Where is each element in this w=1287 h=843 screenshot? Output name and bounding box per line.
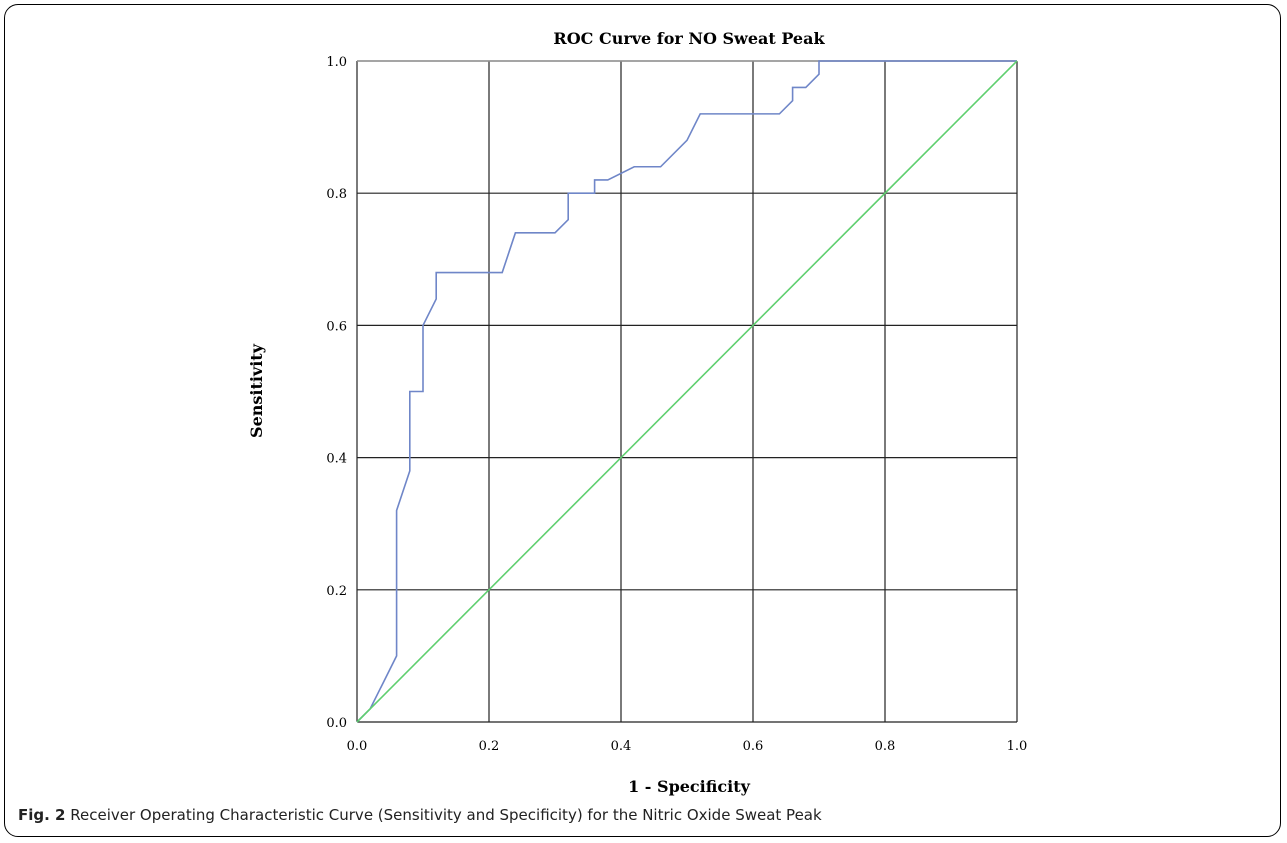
series-layer (356, 60, 1018, 723)
figure-frame (4, 4, 1281, 837)
x-tick-label-3: 0.6 (743, 739, 764, 754)
x-tick-label-2: 0.4 (611, 739, 632, 754)
caption-label: Fig. 2 (18, 806, 66, 824)
y-axis-label: Sensitivity (247, 343, 266, 438)
tick-labels: 0.0 0.2 0.4 0.6 0.8 1.0 0.0 0.2 0.4 0.6 0.8 1.0 (326, 55, 1027, 754)
roc-curve-line (356, 60, 1017, 723)
y-tick-label-5: 1.0 (326, 55, 347, 70)
figure-caption: Fig. 2 Receiver Operating Characteristic… (18, 806, 822, 824)
y-tick-label-3: 0.6 (326, 319, 347, 334)
reference-diagonal-line (356, 60, 1018, 723)
grid-lines (356, 60, 1018, 723)
x-tick-label-5: 1.0 (1007, 739, 1028, 754)
y-tick-label-2: 0.4 (326, 452, 347, 467)
x-tick-label-0: 0.0 (347, 739, 368, 754)
x-tick-label-1: 0.2 (479, 739, 500, 754)
x-axis-label: 1 - Specificity (628, 777, 751, 796)
y-tick-label-0: 0.0 (326, 716, 347, 731)
chart-title: ROC Curve for NO Sweat Peak (553, 29, 825, 48)
y-tick-label-4: 0.8 (326, 187, 347, 202)
caption-text: Receiver Operating Characteristic Curve … (70, 806, 822, 824)
x-tick-label-4: 0.8 (875, 739, 896, 754)
y-tick-label-1: 0.2 (326, 584, 347, 599)
